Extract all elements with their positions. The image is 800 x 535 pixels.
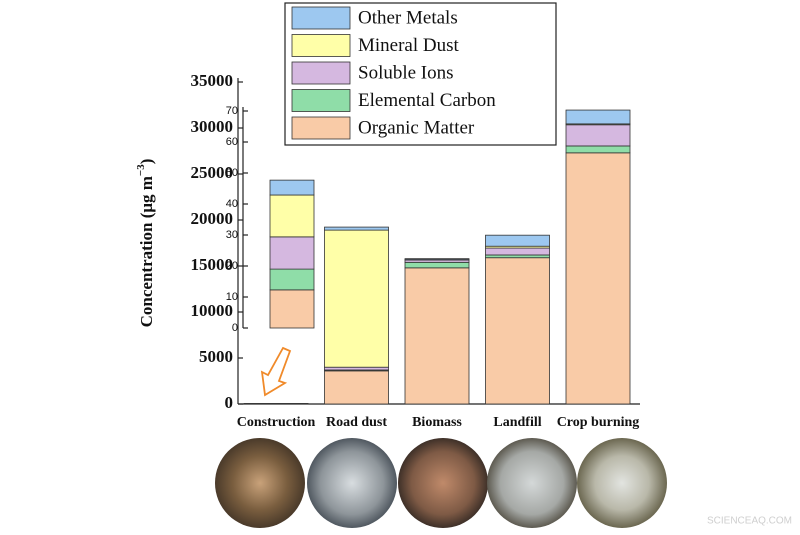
watermark: SCIENCEAQ.COM: [707, 516, 792, 527]
bar-segment: [325, 227, 389, 230]
y-tick-label: 0: [225, 393, 234, 412]
legend-swatch: [292, 62, 350, 84]
bar-segment: [566, 153, 630, 404]
y-tick-label: 20000: [191, 209, 234, 228]
legend-label: Soluble Ions: [358, 62, 454, 83]
x-tick-label: Road dust: [326, 415, 387, 430]
bar-segment: [486, 248, 550, 255]
y-tick-label: 10: [226, 291, 238, 303]
x-tick-label: Crop burning: [557, 415, 640, 430]
legend-label: Mineral Dust: [358, 35, 460, 56]
y-tick-label: 0: [232, 322, 238, 334]
y-axis-label-part: Concentration (μg m: [137, 176, 156, 327]
y-axis-label-part: ): [137, 159, 156, 165]
bar-segment: [270, 269, 314, 290]
bar-segment: [325, 367, 389, 370]
bar-segment: [325, 230, 389, 367]
legend-swatch: [292, 35, 350, 57]
photo: [307, 438, 397, 528]
bar-segment: [270, 290, 314, 328]
legend-label: Organic Matter: [358, 117, 475, 138]
y-axis-label: Concentration (μg m−3): [135, 159, 156, 328]
bar-segment: [270, 180, 314, 195]
y-tick-label: 30: [226, 229, 238, 241]
arrow: [262, 348, 290, 395]
y-tick-label: 60: [226, 136, 238, 148]
x-tick-label: Landfill: [493, 415, 541, 430]
bar-segment: [405, 262, 469, 268]
legend-label: Elemental Carbon: [358, 90, 496, 111]
y-tick-label: 5000: [199, 347, 233, 366]
x-tick-label: Biomass: [412, 415, 462, 430]
legend-swatch: [292, 7, 350, 29]
bar-segment: [325, 371, 389, 404]
y-tick-label: 40: [226, 198, 238, 210]
bar-segment: [270, 237, 314, 269]
y-tick-label: 10000: [191, 301, 234, 320]
y-tick-label: 30000: [191, 117, 234, 136]
y-tick-label: 20: [226, 260, 238, 272]
y-tick-label: 35000: [191, 71, 234, 90]
bar-segment: [566, 146, 630, 153]
y-axis-label-part: −3: [135, 164, 147, 176]
bar-segment: [270, 195, 314, 237]
bar-segment: [405, 268, 469, 404]
legend-swatch: [292, 90, 350, 112]
bar-segment: [486, 235, 550, 246]
photo: [577, 438, 667, 528]
x-tick-label: Construction: [237, 415, 316, 430]
legend-swatch: [292, 117, 350, 139]
bar-segment: [405, 259, 469, 260]
bar-segment: [486, 255, 550, 258]
y-tick-label: 70: [226, 105, 238, 117]
y-tick-label: 50: [226, 167, 238, 179]
bar-segment: [566, 125, 630, 146]
bar-segment: [566, 110, 630, 124]
photos: [215, 438, 667, 528]
photo: [215, 438, 305, 528]
photo: [487, 438, 577, 528]
photo: [398, 438, 488, 528]
bar-segment: [486, 258, 550, 404]
legend-label: Other Metals: [358, 7, 458, 28]
